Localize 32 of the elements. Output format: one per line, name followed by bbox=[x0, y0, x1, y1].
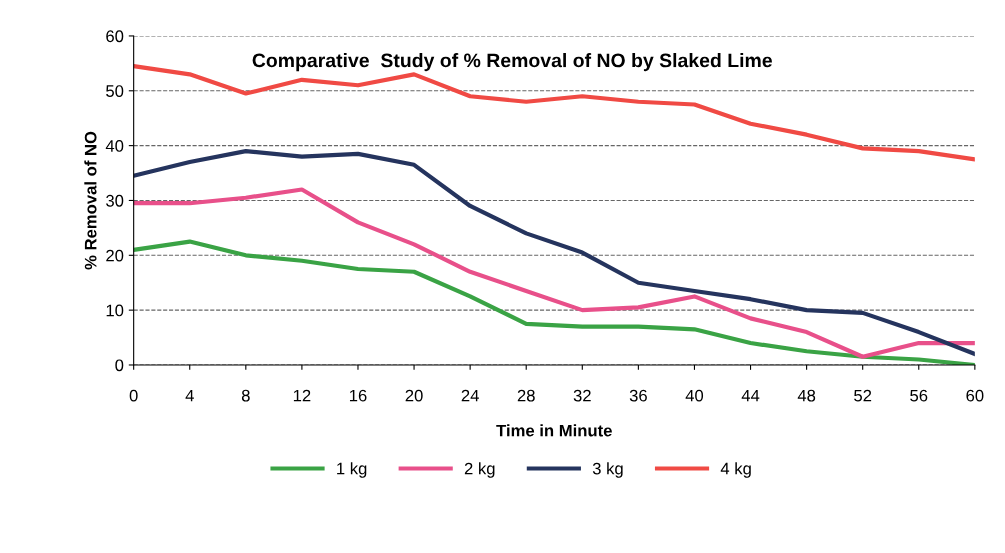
legend-label: 2 kg bbox=[464, 462, 495, 478]
legend-label: 3 kg bbox=[592, 462, 623, 478]
x-tick-label: 36 bbox=[629, 389, 647, 402]
x-tick-label: 12 bbox=[293, 389, 311, 402]
x-tick-label: 52 bbox=[854, 389, 872, 402]
line-series bbox=[133, 187, 975, 359]
x-tick-label: 60 bbox=[966, 389, 984, 402]
x-tick-label: 28 bbox=[517, 389, 535, 402]
x-tick-label: 8 bbox=[241, 389, 250, 402]
y-tick-label: 60 bbox=[106, 30, 124, 43]
x-tick-label: 24 bbox=[461, 389, 479, 402]
y-tick-label: 0 bbox=[115, 359, 124, 372]
line-series bbox=[133, 149, 975, 357]
x-tick-label: 0 bbox=[129, 389, 138, 402]
text: Comparative Study of % Removal of NO by Slaked Lime bbox=[252, 53, 772, 72]
y-tick-label: 50 bbox=[106, 85, 124, 97]
x-axis-title: Time in Minute bbox=[496, 424, 612, 437]
x-tick-label: 16 bbox=[349, 389, 367, 402]
x-tick-label: 40 bbox=[685, 389, 704, 402]
y-tick-label: 10 bbox=[106, 304, 124, 317]
x-tick-label: 44 bbox=[741, 389, 760, 402]
x-tick-label: 56 bbox=[910, 389, 928, 402]
y-tick-label: 40 bbox=[105, 140, 124, 152]
y-tick-label: 20 bbox=[106, 249, 124, 262]
y-tick-label: 30 bbox=[106, 194, 124, 207]
x-tick-label: 32 bbox=[573, 389, 591, 402]
legend-label: 4 kg bbox=[720, 462, 751, 478]
y-axis-title: % Removal of NO bbox=[84, 131, 97, 270]
x-tick-label: 48 bbox=[797, 389, 816, 402]
x-tick-label: 20 bbox=[405, 389, 423, 402]
x-tick-label: 4 bbox=[185, 389, 194, 402]
legend-label: 1 kg bbox=[337, 462, 367, 478]
